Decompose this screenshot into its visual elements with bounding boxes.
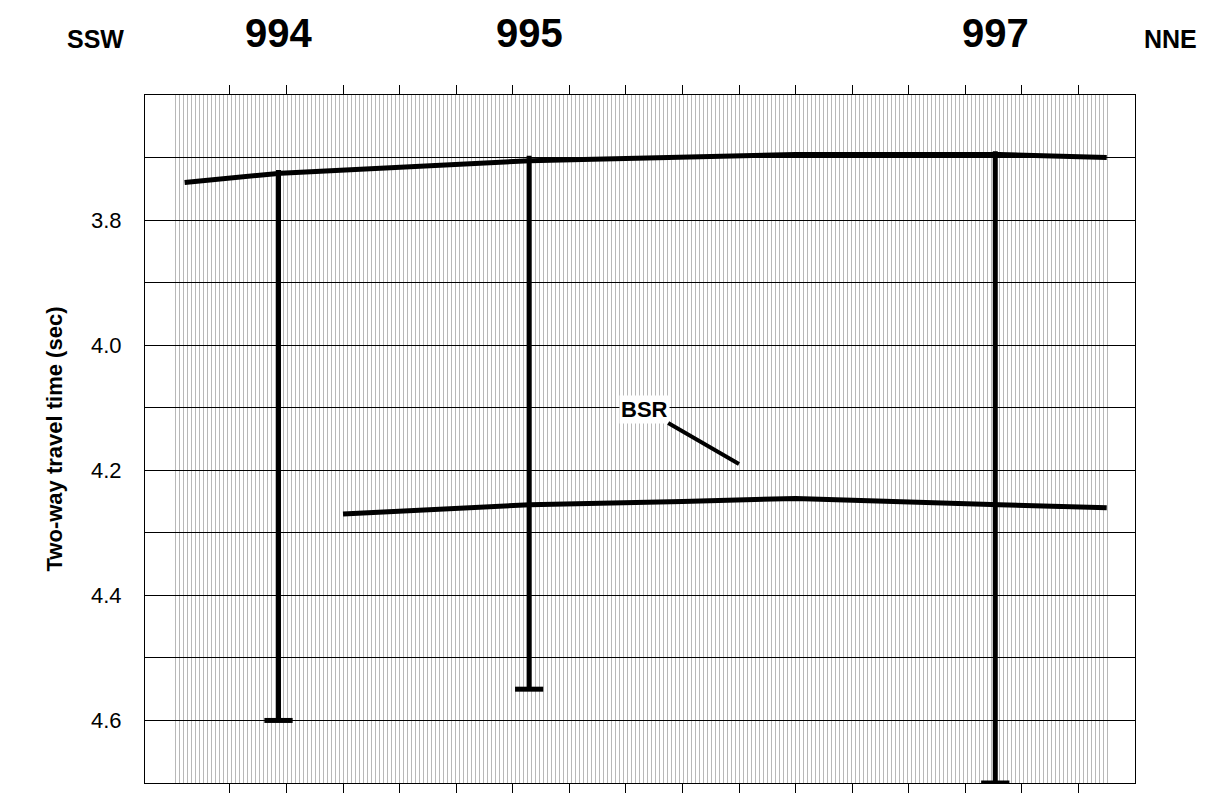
svg-text:BSR: BSR [621,397,668,422]
svg-text:4.0: 4.0 [91,333,122,358]
svg-text:NNE: NNE [1144,25,1197,53]
svg-text:3.8: 3.8 [91,208,122,233]
svg-text:995: 995 [496,11,563,55]
svg-text:4.2: 4.2 [91,458,122,483]
svg-text:4.6: 4.6 [91,708,122,733]
svg-text:997: 997 [962,11,1029,55]
svg-text:SSW: SSW [67,25,124,53]
svg-text:4.4: 4.4 [91,583,122,608]
svg-text:994: 994 [245,11,312,55]
svg-text:Two-way travel time (sec): Two-way travel time (sec) [42,307,67,572]
